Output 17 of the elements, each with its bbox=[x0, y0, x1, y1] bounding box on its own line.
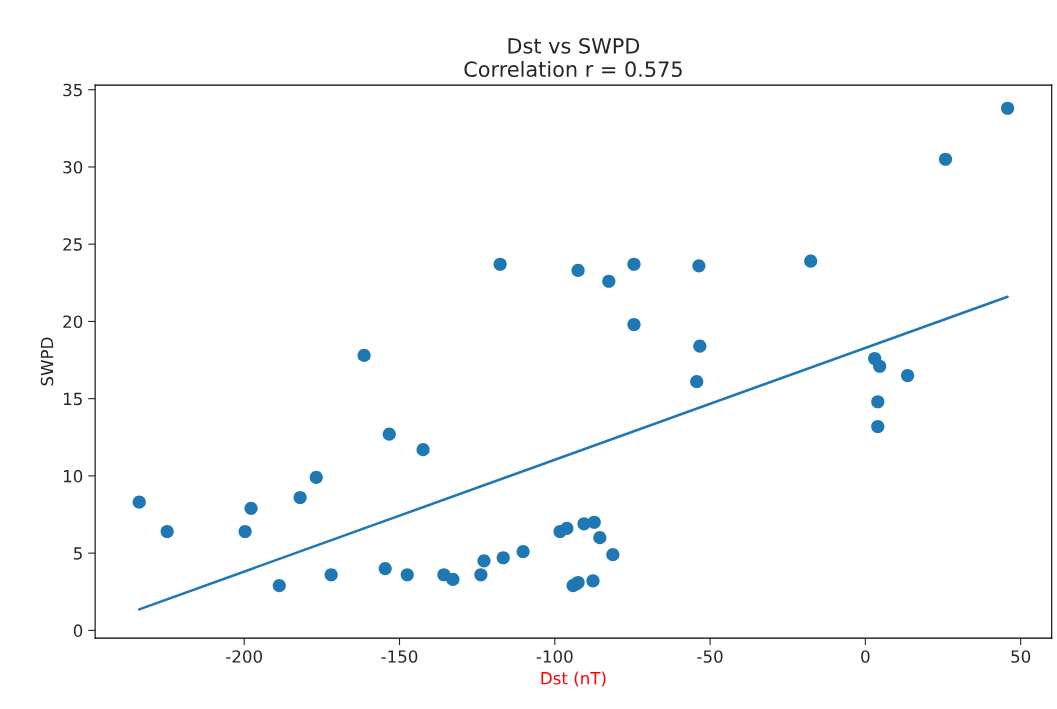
x-tick-label: -200 bbox=[226, 650, 263, 663]
x-tick-label: 0 bbox=[861, 650, 870, 663]
y-tick-label: 5 bbox=[74, 547, 82, 560]
x-tick-label: 50 bbox=[1011, 650, 1031, 663]
y-tick-label: 0 bbox=[73, 624, 83, 637]
x-axis-title: Dst (nT) bbox=[541, 671, 606, 687]
x-tick-label: -100 bbox=[536, 650, 573, 663]
y-tick-label: 30 bbox=[63, 160, 83, 174]
y-axis-title: SWPD bbox=[40, 337, 54, 386]
y-tick-label: 35 bbox=[63, 83, 82, 97]
x-tick-label: -50 bbox=[697, 650, 723, 663]
chart-title: Dst vs SWPD Correlation r = 0.575 bbox=[464, 37, 682, 78]
x-tick-label: -150 bbox=[381, 650, 418, 663]
y-tick-label: 20 bbox=[63, 315, 83, 328]
y-tick-label: 10 bbox=[63, 469, 83, 483]
y-tick-label: 25 bbox=[63, 238, 82, 251]
y-tick-label: 15 bbox=[63, 392, 82, 406]
